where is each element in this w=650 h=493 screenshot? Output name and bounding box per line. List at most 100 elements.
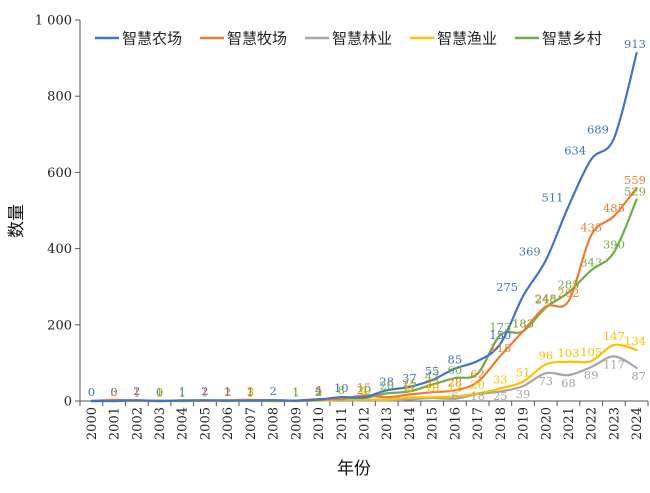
data-label: 150 — [489, 328, 511, 342]
data-label: 1 — [179, 385, 186, 399]
data-label: 2 — [269, 384, 276, 398]
data-label: 2 — [224, 385, 231, 399]
y-tick-label: 800 — [47, 90, 72, 105]
data-label: 1 — [133, 386, 140, 400]
data-label: 103 — [558, 346, 580, 360]
data-label: 2 — [156, 385, 163, 399]
data-label: 10 — [334, 381, 349, 395]
data-label: 73 — [538, 374, 553, 388]
legend: 智慧农场 智慧牧场 智慧林业 智慧渔业 智慧乡村 — [95, 30, 602, 48]
x-tick-label: 2001 — [108, 407, 123, 440]
data-label: 248 — [535, 292, 557, 306]
data-label: 17 — [402, 380, 417, 394]
data-label: 511 — [542, 190, 564, 204]
x-tick-label: 2022 — [585, 407, 600, 440]
x-axis: 2000 2001 2002 2003 2004 2005 2006 2007 2008 2009… — [79, 400, 649, 440]
x-tick-label: 2014 — [403, 407, 418, 440]
data-label: 20 — [357, 383, 372, 397]
data-label: 15 — [357, 380, 372, 394]
data-label: 117 — [603, 357, 625, 371]
legend-item-4: 智慧渔业 — [410, 30, 497, 48]
y-axis-title: 数量 — [7, 204, 27, 238]
data-label: 68 — [561, 376, 576, 390]
data-label: 12 — [448, 380, 463, 394]
data-label: 87 — [631, 369, 646, 383]
x-tick-label: 2019 — [517, 407, 532, 440]
data-label: 51 — [516, 366, 531, 380]
data-label: 1 — [156, 386, 163, 400]
x-tick-label: 2006 — [221, 407, 236, 440]
legend-item-3: 智慧林业 — [305, 30, 392, 48]
y-axis: 0 200 400 600 800 1 000 — [35, 14, 81, 410]
legend-label: 智慧林业 — [332, 30, 392, 48]
data-label: 2 — [133, 384, 140, 398]
data-label: 529 — [624, 184, 646, 198]
data-label: 0 — [110, 385, 117, 399]
x-tick-label: 2023 — [607, 407, 622, 440]
data-label: 20 — [470, 377, 485, 391]
data-label: 96 — [538, 348, 553, 362]
data-label: 60 — [448, 363, 463, 377]
data-label: 23 — [425, 377, 440, 391]
data-label: 89 — [584, 368, 599, 382]
x-tick-label: 2004 — [176, 407, 191, 440]
data-label: 2 — [201, 384, 208, 398]
x-tick-label: 2015 — [426, 407, 441, 440]
data-label: 1 — [247, 385, 254, 399]
data-label: 9 — [406, 382, 413, 396]
x-tick-label: 2011 — [335, 407, 350, 440]
data-label: 118 — [489, 341, 511, 355]
x-tick-label: 2018 — [494, 407, 509, 440]
y-tick-label: 200 — [47, 318, 72, 333]
data-label: 1 — [292, 385, 299, 399]
x-tick-label: 2016 — [448, 407, 463, 440]
y-tick-label: 1 000 — [35, 14, 72, 29]
data-label: 33 — [493, 372, 508, 386]
data-label: 369 — [519, 244, 541, 258]
data-label: 0 — [156, 385, 163, 399]
data-label: 1 — [292, 385, 299, 399]
series-line-1 — [90, 52, 638, 403]
data-label: 39 — [516, 387, 531, 401]
data-label: 134 — [624, 334, 646, 348]
x-tick-label: 2010 — [312, 407, 327, 440]
x-tick-label: 2005 — [198, 407, 213, 440]
data-label: 25 — [402, 376, 417, 390]
data-label: 435 — [580, 220, 602, 234]
data-label: 1 — [224, 385, 231, 399]
data-label: 913 — [624, 37, 646, 51]
data-label: 183 — [512, 316, 534, 330]
x-tick-label: 2003 — [153, 407, 168, 440]
data-label: 105 — [580, 345, 602, 359]
x-tick-label: 2007 — [244, 407, 259, 440]
x-tick-label: 2017 — [471, 407, 486, 440]
data-label: 1 — [201, 386, 208, 400]
data-label: 10 — [425, 381, 440, 395]
legend-label: 智慧乡村 — [542, 30, 602, 48]
x-tick-label: 2024 — [630, 407, 645, 440]
data-label: 147 — [603, 329, 625, 343]
legend-item-1: 智慧农场 — [95, 30, 182, 48]
data-label: 62 — [470, 367, 485, 381]
x-tick-label: 2009 — [289, 407, 304, 440]
data-label: 3 — [110, 385, 117, 399]
data-label: 285 — [558, 277, 580, 291]
data-label: 6 — [451, 389, 458, 403]
series-lines — [90, 52, 638, 403]
data-label: 8 — [338, 383, 345, 397]
x-tick-label: 2012 — [358, 407, 373, 440]
data-label: 55 — [425, 364, 440, 378]
data-label: 1 — [247, 386, 254, 400]
data-label: 43 — [425, 370, 440, 384]
x-tick-label: 2020 — [539, 407, 554, 440]
data-label: 2 — [315, 385, 322, 399]
data-label: 262 — [558, 286, 580, 300]
data-label: 390 — [603, 237, 625, 251]
data-label: 28 — [448, 375, 463, 389]
data-label: 20 — [379, 378, 394, 392]
data-label: 245 — [535, 293, 557, 307]
legend-label: 智慧农场 — [122, 30, 182, 48]
legend-item-2: 智慧牧场 — [200, 30, 287, 48]
data-label: 343 — [580, 255, 602, 269]
